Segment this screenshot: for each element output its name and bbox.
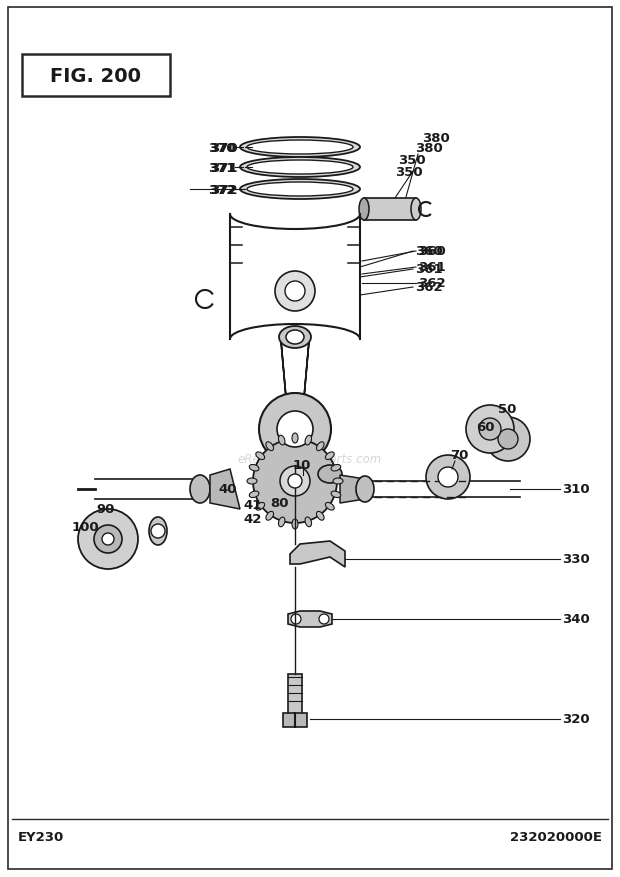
Text: 90: 90 xyxy=(96,503,114,516)
Text: 70: 70 xyxy=(450,449,468,462)
Circle shape xyxy=(275,272,315,311)
Circle shape xyxy=(280,467,310,496)
Ellipse shape xyxy=(149,517,167,545)
Ellipse shape xyxy=(247,479,257,484)
Ellipse shape xyxy=(266,512,273,521)
Polygon shape xyxy=(281,342,309,410)
Text: 100: 100 xyxy=(72,521,100,534)
Ellipse shape xyxy=(247,182,353,196)
Text: 360: 360 xyxy=(415,246,443,258)
Ellipse shape xyxy=(316,512,324,521)
Polygon shape xyxy=(288,611,332,627)
Text: 371: 371 xyxy=(210,161,237,175)
Ellipse shape xyxy=(292,519,298,530)
Circle shape xyxy=(438,467,458,488)
Ellipse shape xyxy=(249,465,259,472)
Ellipse shape xyxy=(278,436,285,446)
Text: FIG. 200: FIG. 200 xyxy=(50,67,141,85)
Text: 340: 340 xyxy=(562,613,590,626)
Text: 350: 350 xyxy=(395,165,423,178)
Ellipse shape xyxy=(326,453,334,460)
Ellipse shape xyxy=(333,479,343,484)
Polygon shape xyxy=(340,475,365,503)
Bar xyxy=(22,55,170,96)
Text: 380: 380 xyxy=(422,132,450,145)
Text: 320: 320 xyxy=(562,713,590,725)
Ellipse shape xyxy=(356,476,374,503)
Ellipse shape xyxy=(247,141,353,155)
Ellipse shape xyxy=(326,503,334,510)
Text: 310: 310 xyxy=(562,483,590,496)
Text: 60: 60 xyxy=(476,421,495,434)
Text: 372: 372 xyxy=(208,183,236,196)
Circle shape xyxy=(78,510,138,569)
Text: 40: 40 xyxy=(218,483,236,496)
Text: 370: 370 xyxy=(210,141,237,154)
Ellipse shape xyxy=(292,433,298,444)
Ellipse shape xyxy=(240,138,360,158)
Circle shape xyxy=(466,405,514,453)
Circle shape xyxy=(277,411,313,447)
Circle shape xyxy=(151,524,165,538)
Text: 232020000E: 232020000E xyxy=(510,831,602,844)
Text: 50: 50 xyxy=(498,403,516,416)
Circle shape xyxy=(319,614,329,624)
Circle shape xyxy=(426,455,470,499)
Text: 360: 360 xyxy=(418,246,446,258)
Ellipse shape xyxy=(331,491,341,498)
Text: 350: 350 xyxy=(398,153,425,167)
Circle shape xyxy=(102,533,114,545)
Ellipse shape xyxy=(256,453,265,460)
Bar xyxy=(364,199,416,221)
Circle shape xyxy=(479,418,501,440)
Text: eReplacementParts.com: eReplacementParts.com xyxy=(238,453,382,466)
Circle shape xyxy=(288,474,302,488)
Bar xyxy=(283,713,307,727)
Ellipse shape xyxy=(316,442,324,451)
Ellipse shape xyxy=(266,442,273,451)
Circle shape xyxy=(94,525,122,553)
Circle shape xyxy=(253,439,337,524)
Text: 370: 370 xyxy=(208,141,236,154)
Text: 362: 362 xyxy=(415,282,443,294)
Ellipse shape xyxy=(305,517,311,527)
Ellipse shape xyxy=(318,466,342,483)
Text: 10: 10 xyxy=(293,459,311,472)
Ellipse shape xyxy=(359,199,369,221)
Ellipse shape xyxy=(286,331,304,345)
Text: 361: 361 xyxy=(415,263,443,276)
Text: 362: 362 xyxy=(418,277,446,290)
Text: 361: 361 xyxy=(418,261,446,275)
Ellipse shape xyxy=(411,199,421,221)
Ellipse shape xyxy=(247,160,353,175)
Text: 330: 330 xyxy=(562,553,590,566)
Circle shape xyxy=(259,394,331,466)
Circle shape xyxy=(285,282,305,302)
Text: 41: 41 xyxy=(243,499,262,512)
Text: 42: 42 xyxy=(243,513,262,526)
Polygon shape xyxy=(210,469,240,510)
Circle shape xyxy=(486,417,530,461)
Text: 372: 372 xyxy=(210,183,237,196)
Ellipse shape xyxy=(249,491,259,498)
Circle shape xyxy=(291,614,301,624)
Ellipse shape xyxy=(256,503,265,510)
Ellipse shape xyxy=(240,158,360,178)
Text: 380: 380 xyxy=(415,141,443,154)
Ellipse shape xyxy=(305,436,311,446)
Ellipse shape xyxy=(279,326,311,348)
Polygon shape xyxy=(290,541,345,567)
Bar xyxy=(288,674,302,714)
Ellipse shape xyxy=(190,475,210,503)
Text: 80: 80 xyxy=(270,497,288,510)
Ellipse shape xyxy=(331,465,341,472)
Text: 371: 371 xyxy=(208,161,236,175)
Ellipse shape xyxy=(278,517,285,527)
Ellipse shape xyxy=(240,180,360,200)
Circle shape xyxy=(498,430,518,450)
Text: EY230: EY230 xyxy=(18,831,64,844)
